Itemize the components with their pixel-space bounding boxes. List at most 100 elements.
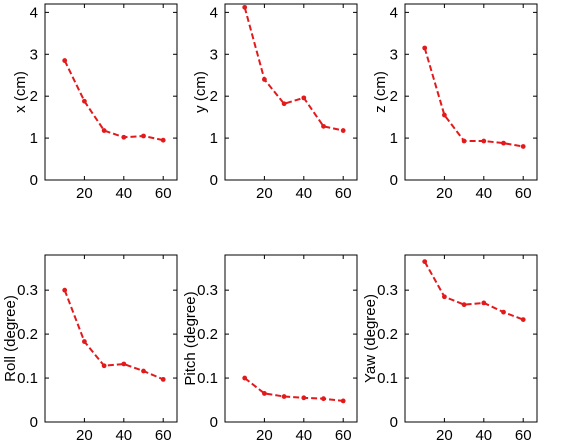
x-tick-label: 20	[256, 185, 273, 202]
data-point	[242, 375, 248, 381]
x-tick-label: 40	[295, 185, 312, 202]
data-point	[242, 4, 248, 10]
series-line	[243, 7, 344, 132]
y-tick-label: 0	[390, 414, 398, 431]
y-tick-label: 0.2	[377, 326, 398, 343]
y-tick-label: 4	[30, 4, 38, 21]
data-point	[461, 302, 467, 308]
series-line	[423, 47, 524, 148]
data-point	[481, 138, 487, 144]
y-tick-label: 3	[210, 46, 218, 63]
y-tick-label: 2	[210, 88, 218, 105]
y-tick-label: 0.1	[377, 370, 398, 387]
y-tick-label: 1	[30, 130, 38, 147]
y-tick-label: 1	[390, 130, 398, 147]
data-point	[101, 363, 107, 369]
y-tick-label: 3	[30, 46, 38, 63]
plot-area	[224, 254, 358, 423]
subplot-z: 20 40 60 0 1 2 3 4 z (cm)	[372, 3, 538, 202]
data-point	[520, 317, 526, 323]
y-tick-label: 0	[210, 172, 218, 189]
data-point	[141, 368, 146, 374]
data-point	[422, 45, 428, 51]
y-tick-label: 0.3	[377, 282, 398, 299]
data-point	[281, 101, 287, 107]
x-tick-label: 20	[76, 427, 93, 444]
x-tick-label: 40	[475, 427, 492, 444]
data-point	[321, 396, 326, 402]
x-tick-label: 20	[436, 185, 453, 202]
x-tick-label: 20	[256, 427, 273, 444]
series-line	[63, 60, 164, 142]
data-point	[160, 137, 166, 143]
x-tick-label: 60	[155, 427, 172, 444]
plot-area	[44, 3, 178, 181]
y-tick-label: 1	[210, 130, 218, 147]
data-point	[340, 398, 346, 404]
data-point	[501, 140, 506, 146]
y-axis-label: y (cm)	[192, 71, 209, 113]
data-point	[82, 339, 87, 344]
data-point	[422, 259, 428, 264]
x-tick-label: 60	[515, 427, 532, 444]
y-axis-label: x (cm)	[12, 71, 29, 113]
y-tick-label: 0	[390, 172, 398, 189]
subplot-y: 20 40 60 0 1 2 3 4 y (cm)	[192, 3, 358, 202]
x-tick-label: 40	[475, 185, 492, 202]
data-point	[442, 294, 447, 300]
y-tick-label: 4	[210, 4, 218, 21]
x-tick-label: 60	[515, 185, 532, 202]
series-line	[244, 377, 344, 402]
x-tick-label: 20	[436, 427, 453, 444]
data-point	[461, 138, 467, 144]
series-line	[63, 289, 164, 381]
y-tick-label: 0	[210, 414, 218, 431]
data-point	[62, 58, 68, 63]
data-point	[520, 144, 526, 149]
y-tick-label: 2	[30, 88, 38, 105]
data-point	[340, 128, 346, 133]
data-point	[262, 391, 267, 396]
x-tick-label: 40	[115, 185, 132, 202]
data-point	[301, 395, 307, 401]
data-point	[501, 309, 506, 315]
y-tick-label: 0.1	[197, 370, 218, 387]
data-point	[301, 95, 307, 101]
y-tick-label: 2	[390, 88, 398, 105]
y-axis-label: Pitch (degree)	[182, 291, 199, 385]
y-tick-label: 0.3	[17, 282, 38, 299]
y-tick-label: 0.1	[17, 370, 38, 387]
plot-area	[404, 254, 538, 423]
x-tick-label: 40	[295, 427, 312, 444]
y-axis-label: Roll (degree)	[2, 295, 19, 382]
x-tick-label: 60	[335, 185, 352, 202]
data-point	[82, 98, 87, 104]
subplot-x: 20 40 60 0 1 2 3 4 x (cm)	[12, 3, 178, 202]
x-tick-label: 40	[115, 427, 132, 444]
y-tick-label: 4	[390, 4, 398, 21]
plot-area	[224, 3, 358, 181]
data-point	[262, 77, 267, 82]
y-tick-label: 0	[30, 172, 38, 189]
x-tick-label: 60	[155, 185, 172, 202]
x-tick-label: 20	[76, 185, 93, 202]
data-point	[321, 123, 326, 129]
y-tick-label: 0.2	[17, 326, 38, 343]
y-axis-label: z (cm)	[372, 71, 389, 113]
y-tick-label: 3	[390, 46, 398, 63]
y-tick-label: 0.3	[197, 282, 218, 299]
data-point	[442, 112, 447, 118]
data-point	[281, 394, 287, 399]
data-point	[141, 133, 146, 139]
data-point	[121, 361, 127, 367]
plot-area	[404, 3, 538, 181]
data-point	[101, 128, 107, 133]
data-point	[62, 287, 68, 293]
data-point	[481, 300, 487, 306]
plot-area	[44, 254, 178, 423]
y-tick-label: 0	[30, 414, 38, 431]
